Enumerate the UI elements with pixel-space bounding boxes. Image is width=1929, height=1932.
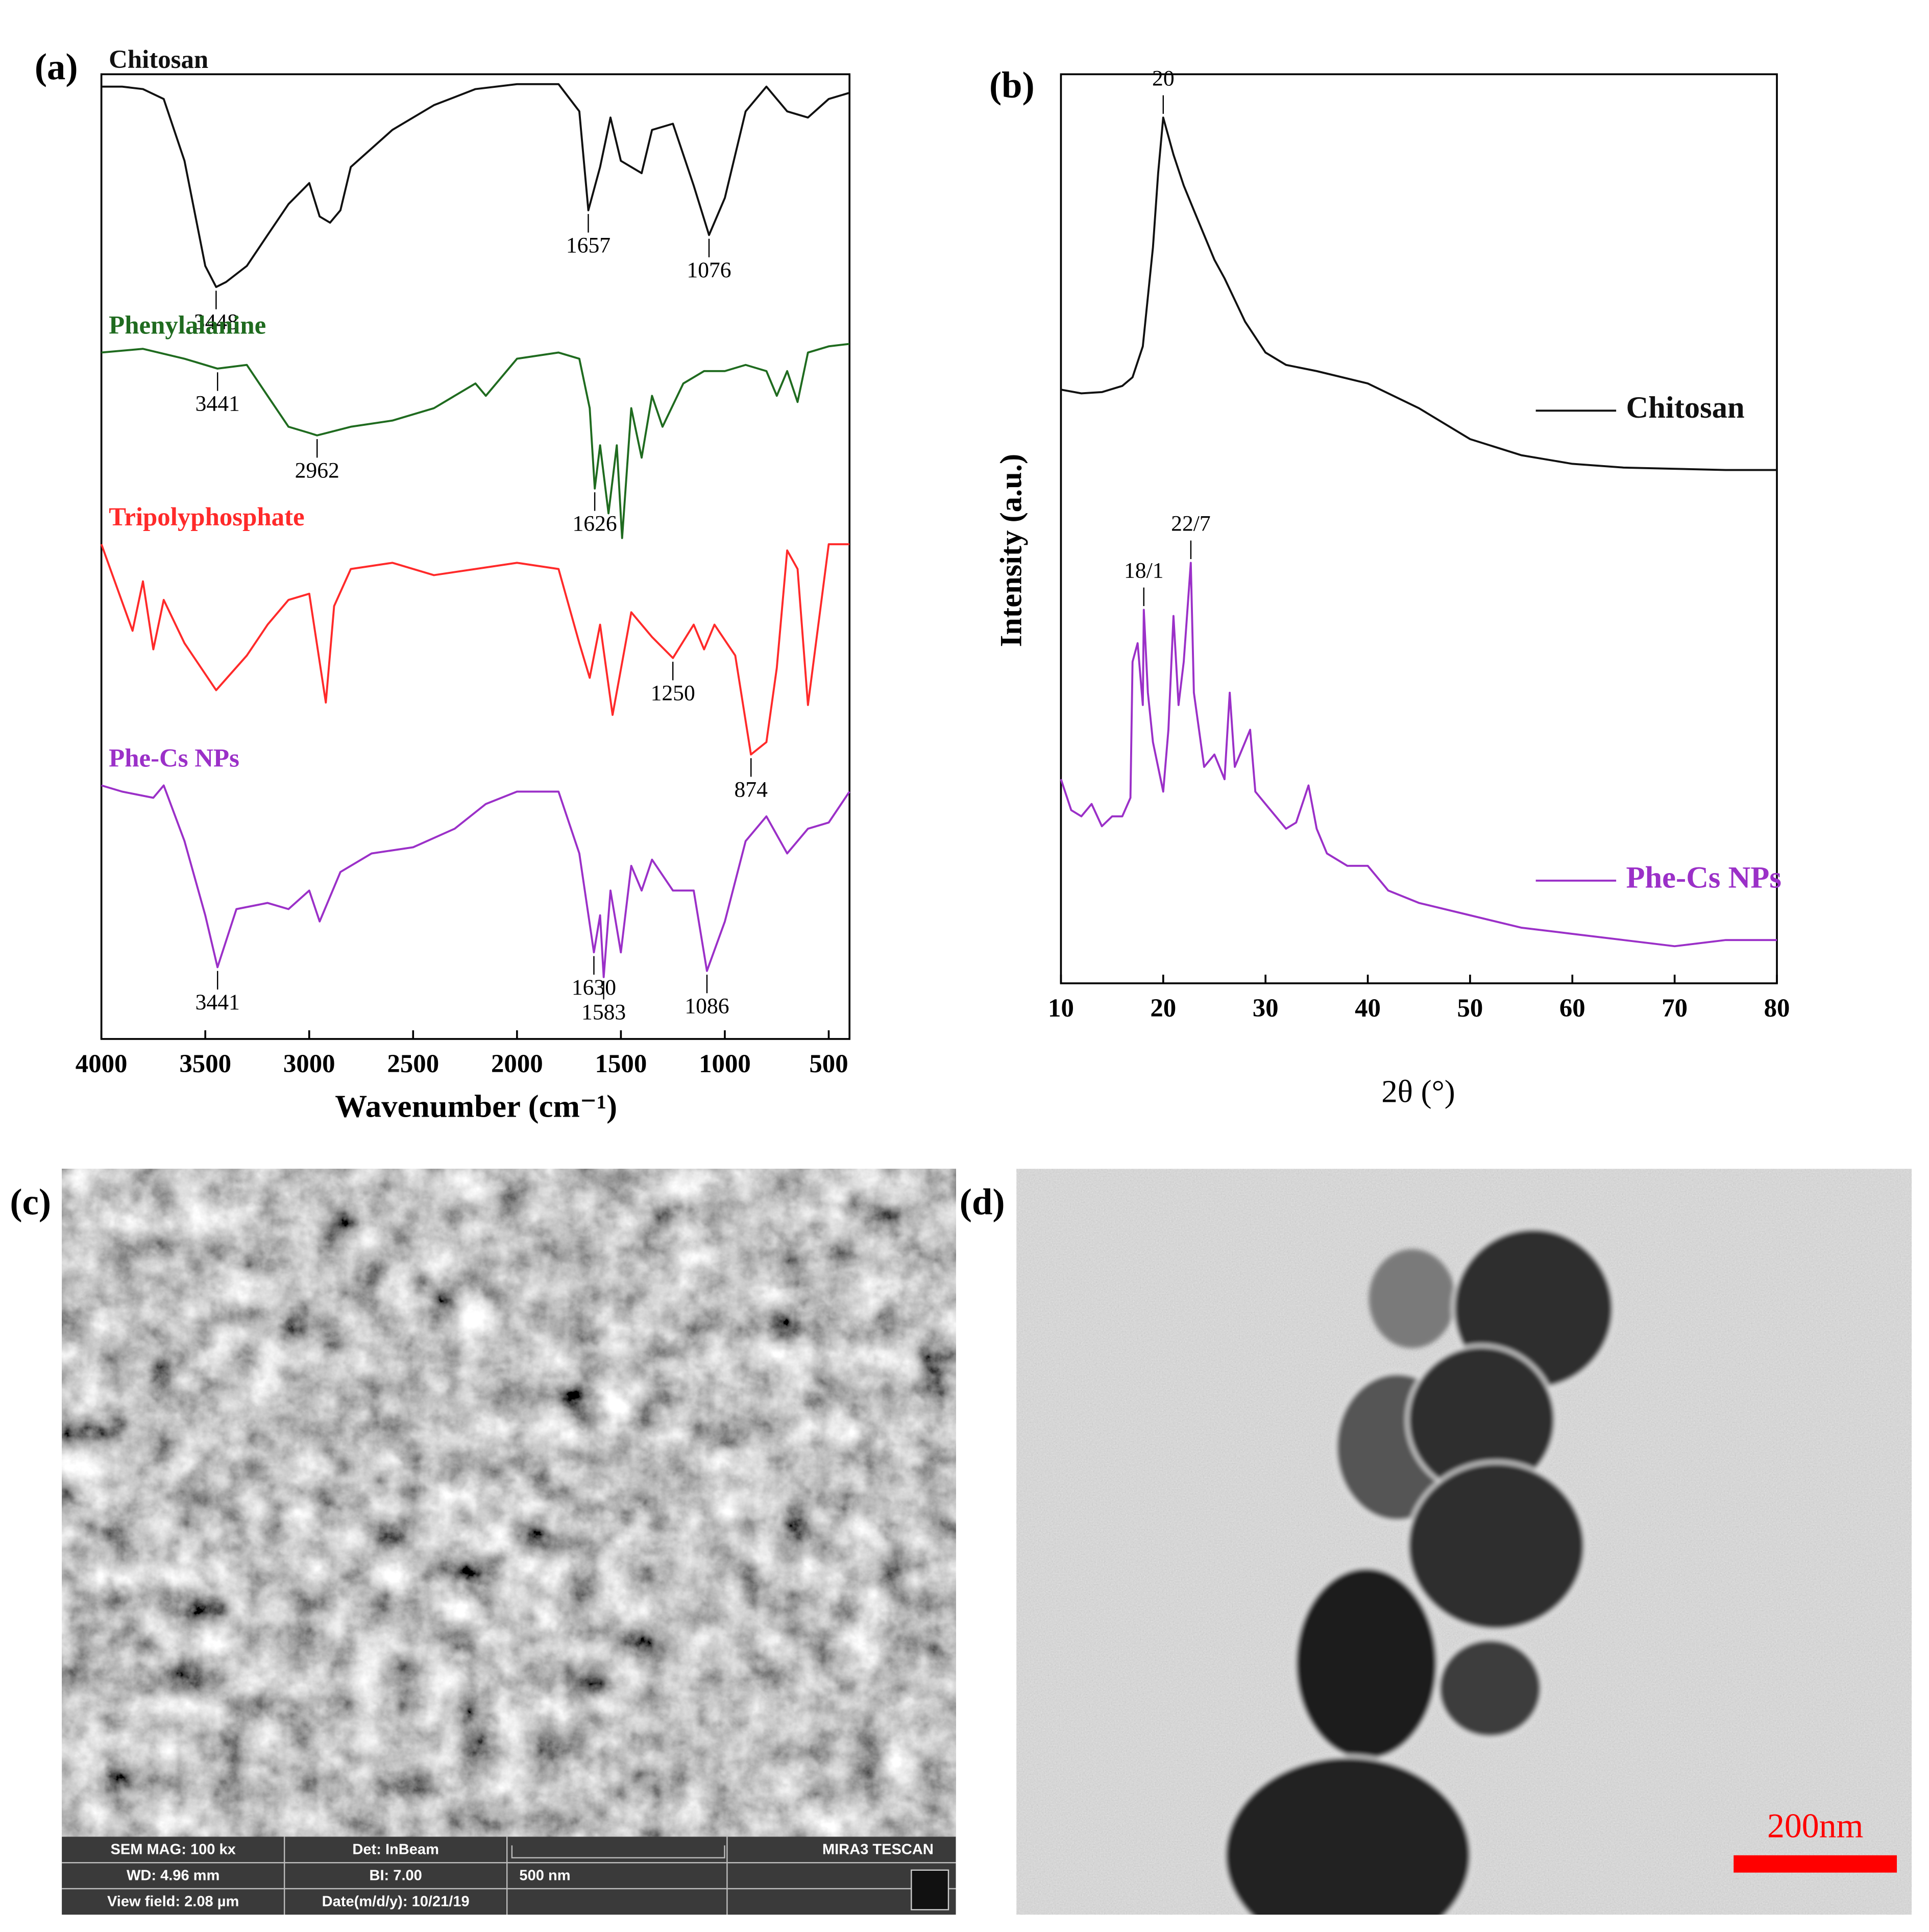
x-tick-label: 80 — [1764, 994, 1790, 1023]
x-tick-label: 20 — [1150, 994, 1176, 1023]
peak-label: 3441 — [196, 990, 240, 1015]
x-tick-label: 30 — [1253, 994, 1279, 1023]
peak-label: 1657 — [566, 233, 611, 258]
peak-label: 3441 — [196, 392, 240, 416]
peak-label: 874 — [735, 777, 768, 802]
peak-label: 1583 — [581, 1000, 626, 1024]
sem-info: WD: 4.96 mm — [127, 1868, 219, 1884]
sem-info-bar — [62, 1837, 956, 1915]
peak-label: 20 — [1152, 66, 1175, 91]
peak-label: 1630 — [572, 975, 616, 1000]
x-tick-label: 40 — [1355, 994, 1381, 1023]
peak-label: 22/7 — [1171, 512, 1211, 536]
x-tick-label: 1500 — [595, 1050, 647, 1078]
peak-label: 3448 — [194, 310, 238, 334]
peak-label: 1250 — [651, 681, 695, 705]
spectrum-line — [101, 343, 850, 539]
spectrum-line — [101, 83, 850, 288]
spectrum-line — [1061, 116, 1777, 471]
spectrum-line — [100, 543, 850, 756]
sem-image — [62, 1169, 956, 1837]
panel-label: (a) — [35, 46, 78, 87]
panel-label: (d) — [960, 1181, 1005, 1223]
peak-label: 2962 — [295, 458, 339, 482]
x-tick-label: 50 — [1457, 994, 1483, 1023]
x-tick-label: 3500 — [179, 1050, 231, 1078]
peak-label: 18/1 — [1124, 559, 1164, 583]
sem-info-grid — [62, 1837, 956, 1915]
scale-bar — [1733, 1855, 1897, 1873]
sem-info: SEM MAG: 100 kx — [110, 1842, 235, 1858]
x-tick-label: 2500 — [387, 1050, 439, 1078]
series-label: Phenylalanine — [109, 311, 266, 340]
x-tick-label: 60 — [1559, 994, 1585, 1023]
x-tick-label: 1000 — [699, 1050, 751, 1078]
x-tick-label: 4000 — [76, 1050, 128, 1078]
spectrum-line — [101, 784, 850, 978]
x-tick-label: 3000 — [283, 1050, 335, 1078]
spectrum-line — [1060, 562, 1777, 948]
sem-info: 500 nm — [519, 1868, 570, 1884]
sem-logo — [911, 1869, 949, 1911]
sem-info: BI: 7.00 — [370, 1868, 422, 1884]
y-axis-label: Intensity (a.u.) — [994, 454, 1028, 647]
sem-info: Date(m/d/y): 10/21/19 — [322, 1893, 470, 1910]
peak-label: 1626 — [573, 512, 617, 536]
scale-bar-label: 200nm — [1767, 1806, 1863, 1845]
legend-label: Chitosan — [1626, 391, 1745, 425]
series-label: Tripolyphosphate — [109, 503, 304, 532]
x-axis-label: Wavenumber (cm⁻¹) — [335, 1088, 617, 1124]
peak-label: 1076 — [687, 258, 731, 282]
plot-frame — [100, 73, 851, 1040]
legend-label: Phe-Cs NPs — [1626, 861, 1781, 895]
x-tick-label: 2000 — [491, 1050, 543, 1078]
sem-info: MIRA3 TESCAN — [822, 1842, 934, 1858]
panel-label: (c) — [10, 1181, 51, 1223]
series-label: Chitosan — [109, 45, 208, 74]
plot-frame — [1060, 73, 1778, 984]
peak-label: 1086 — [685, 994, 729, 1018]
x-axis-label: 2θ (°) — [1381, 1073, 1455, 1109]
sem-info: View field: 2.08 µm — [107, 1893, 239, 1910]
x-tick-label: 70 — [1662, 994, 1688, 1023]
sem-info: Det: InBeam — [352, 1842, 438, 1858]
x-tick-label: 10 — [1048, 994, 1074, 1023]
x-tick-label: 500 — [809, 1050, 848, 1078]
tem-image — [1016, 1169, 1912, 1915]
panel-label: (b) — [989, 64, 1035, 106]
series-label: Phe-Cs NPs — [109, 744, 239, 773]
